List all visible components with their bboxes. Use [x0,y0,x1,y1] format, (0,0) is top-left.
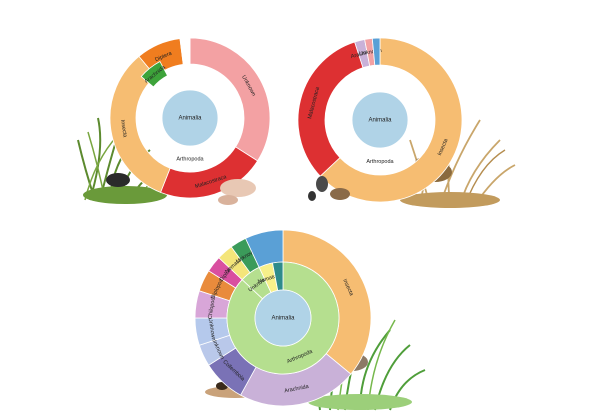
beetle-illustration-2 [308,176,350,201]
sunburst-chart-3: InsectaArachnidaCollembolaUnknownUnknown… [194,229,372,407]
sunburst-chart-1: UnknownMalacostracaInsectaDipteraArthrop… [109,37,271,199]
chart-3-outer-ring-label-2: Arachnida [284,384,310,395]
chart-2-inner-ring-label-1: Arthropoda [366,159,394,165]
chart-2-root-label: Animalia [368,118,392,124]
chart-2-outer-ring-segment-1 [319,37,463,203]
chart-1-center [161,89,219,147]
chart-1-outer-ring-label-3: Insecta [119,119,128,138]
chart-2-outer-ring-label-4: Unknown [359,48,383,57]
chart-2-center [351,91,409,149]
chart-1-root-label: Animalia [178,116,202,122]
chart-2-outer-ring-segment-2 [297,41,364,177]
chart-1-inner-ring-label-1: Arthropoda [176,156,204,162]
sunburst-chart-2: InsectaMalacostracaArachnidaUnknownArthr… [297,37,463,203]
chart-3-outer-ring-label-5: Unknown [207,318,217,342]
grass-illustration-1 [77,117,167,204]
chart-3-root-label: Animalia [271,316,295,322]
sunburst-charts: UnknownMalacostracaInsectaDipteraArthrop… [109,37,463,407]
chart-1-extra-segment-1 [140,60,169,88]
chart-3-outer-ring-label-6: Chilopoda [207,293,217,319]
chart-3-center [254,289,312,347]
crustacean-illustration-1 [218,179,256,205]
